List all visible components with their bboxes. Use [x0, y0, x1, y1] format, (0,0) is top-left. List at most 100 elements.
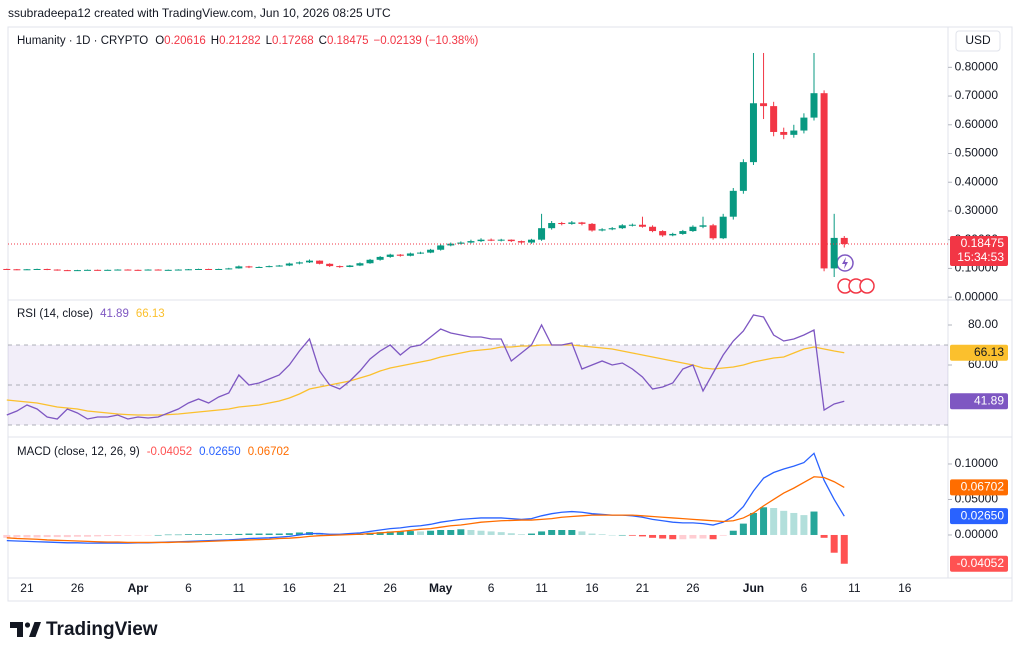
- x-tick-label: 11: [535, 581, 548, 595]
- candle-body: [235, 266, 243, 269]
- histogram-bar: [134, 534, 142, 536]
- candle-body: [467, 241, 475, 243]
- candle-body: [477, 239, 485, 242]
- x-tick-label: 16: [898, 581, 912, 595]
- histogram-bar: [820, 534, 828, 538]
- candle-body: [84, 269, 92, 271]
- histogram-bar: [114, 534, 122, 537]
- candle-body: [336, 266, 344, 268]
- last-price-label: 0.18475: [961, 236, 1005, 250]
- histogram-bar: [608, 534, 616, 536]
- histogram-bar: [548, 530, 556, 535]
- histogram-bar: [33, 534, 41, 538]
- chart-frame: [7, 26, 1013, 602]
- series-last-label: -0.04052: [957, 556, 1005, 570]
- candle-body: [154, 269, 162, 271]
- histogram-bar: [628, 534, 636, 536]
- histogram-bar: [558, 530, 566, 535]
- histogram-bar: [154, 534, 162, 536]
- histogram-bar: [457, 529, 465, 535]
- x-tick-label: 6: [185, 581, 192, 595]
- candle-body: [386, 254, 394, 257]
- histogram-bar: [124, 534, 132, 536]
- series-last-label: 41.89: [974, 393, 1004, 407]
- event-icon[interactable]: [859, 278, 875, 294]
- candle-body: [517, 241, 525, 243]
- histogram-bar: [406, 531, 414, 535]
- candle-body: [790, 130, 798, 135]
- legend-value: 0.17268: [272, 35, 314, 47]
- x-tick-label: May: [429, 581, 453, 595]
- candle-body: [23, 269, 31, 271]
- candle-body: [406, 253, 414, 256]
- histogram-bar: [285, 533, 293, 535]
- candle-body: [749, 103, 757, 163]
- x-tick-label: 6: [801, 581, 808, 595]
- candle-body: [265, 266, 273, 268]
- candle-body: [33, 268, 41, 270]
- candle-body: [3, 268, 11, 270]
- candle-body: [346, 265, 354, 267]
- candle-body: [669, 233, 677, 236]
- candle-body: [538, 228, 546, 240]
- logo: TradingView: [10, 619, 158, 640]
- legend-value: 41.89: [100, 308, 129, 320]
- candle-body: [215, 268, 223, 270]
- histogram-bar: [396, 531, 404, 535]
- candle-body: [739, 162, 747, 191]
- histogram-bar: [780, 510, 788, 535]
- currency-box[interactable]: [955, 30, 1001, 52]
- x-tick-label: 21: [20, 581, 34, 595]
- candle-body: [63, 270, 71, 272]
- histogram-bar: [719, 534, 727, 536]
- histogram-bar: [13, 534, 21, 538]
- legend-value: -0.04052: [147, 446, 192, 458]
- logo-mark: [10, 622, 23, 637]
- candle-body: [275, 265, 283, 267]
- legend-field: C: [319, 35, 327, 47]
- candle-body: [588, 223, 596, 231]
- histogram-bar: [144, 534, 152, 536]
- candle-body: [285, 263, 293, 266]
- candle-body: [53, 269, 61, 271]
- y-tick-label: 0.80000: [955, 60, 999, 74]
- rsi-band: [8, 345, 948, 425]
- histogram-bar: [749, 512, 757, 535]
- currency[interactable]: USD: [965, 33, 991, 47]
- candle-body: [628, 224, 636, 226]
- y-tick-label: 0.50000: [955, 146, 999, 160]
- histogram-bar: [497, 532, 505, 535]
- candle-body: [164, 269, 172, 271]
- histogram-bar: [53, 534, 61, 538]
- series-last-label-bg: [950, 508, 1008, 525]
- candle-body: [437, 245, 445, 250]
- histogram-bar: [618, 534, 626, 536]
- legend-field: L: [266, 35, 273, 47]
- legend-value: 0.06702: [248, 446, 290, 458]
- x-tick-label: 21: [333, 581, 347, 595]
- legend: RSI (14, close) 41.89 66.13: [17, 308, 165, 320]
- histogram-bar: [104, 534, 112, 537]
- legend-value: 0.18475: [327, 35, 369, 47]
- series-last-label: 0.06702: [961, 480, 1005, 494]
- x-tick-label: 26: [71, 581, 85, 595]
- histogram-bar: [679, 534, 687, 540]
- candle-body: [507, 239, 515, 242]
- lightning: [842, 257, 848, 269]
- logo-mark: [24, 622, 31, 628]
- candle-body: [316, 260, 324, 264]
- candle-body: [184, 269, 192, 271]
- y-tick-label: 0.30000: [955, 203, 999, 217]
- candle-body: [810, 93, 818, 118]
- candle-body: [134, 269, 142, 271]
- series-last-label: 66.13: [974, 345, 1004, 359]
- x-tick-label: 6: [488, 581, 495, 595]
- histogram-bar: [225, 534, 233, 535]
- series-last-label-bg: [950, 344, 1008, 361]
- brand: TradingView: [46, 619, 158, 640]
- histogram-bar: [800, 515, 808, 535]
- legend-field: O: [155, 35, 164, 47]
- histogram-bar: [588, 533, 596, 535]
